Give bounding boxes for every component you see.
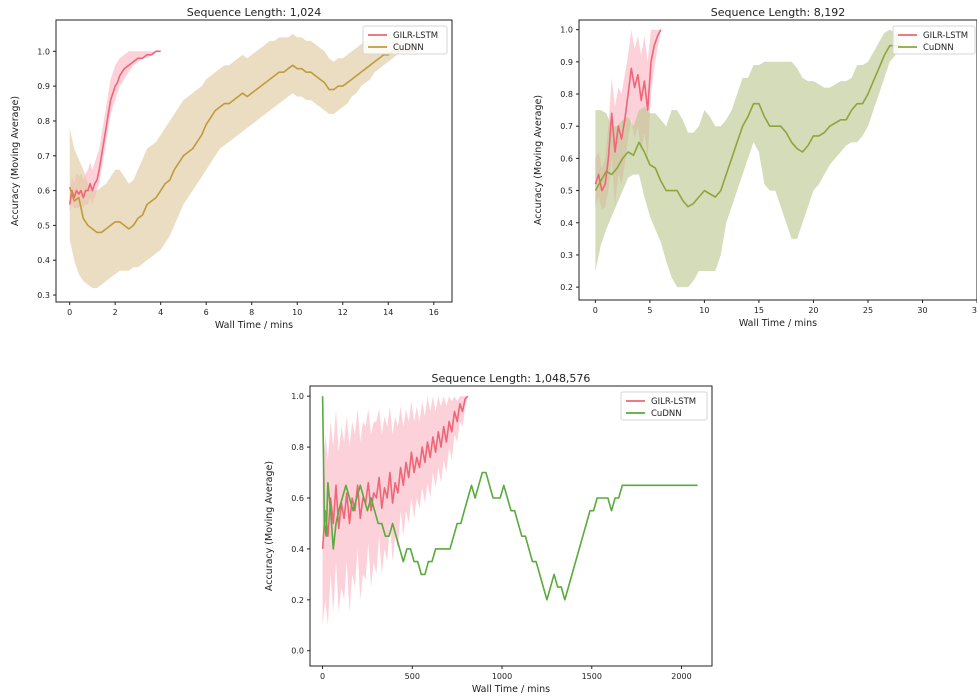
legend-label: CuDNN <box>923 43 954 53</box>
y-tick-label: 0.9 <box>37 82 50 91</box>
y-tick-label: 0.2 <box>291 596 304 605</box>
plot-frame <box>309 385 713 667</box>
plot-area <box>68 33 416 289</box>
y-axis-label: Accuracy (Moving Average) <box>10 96 21 226</box>
legend-label: GILR-LSTM <box>923 31 968 41</box>
chart-2: 0 5 10 15 20 25 30 35 0.2 0.3 0.4 0.5 0.6 0.7 0.8 0.9 1.… <box>533 6 977 329</box>
plot-frame <box>55 19 453 303</box>
x-tick-label: 35 <box>972 306 977 315</box>
series-line-gilr-lstm <box>321 395 469 549</box>
x-tick-label: 16 <box>429 308 439 317</box>
x-tick-label: 10 <box>699 306 709 315</box>
x-tick-label: 5 <box>647 306 652 315</box>
x-tick-label: 1000 <box>492 672 512 681</box>
y-tick-label: 0.7 <box>560 122 573 131</box>
x-tick-label: 0 <box>67 308 72 317</box>
y-tick-label: 0.8 <box>291 443 304 452</box>
legend-label: GILR-LSTM <box>393 31 438 41</box>
x-tick-label: 6 <box>204 308 209 317</box>
legend: GILR-LSTM CuDNN <box>362 25 448 55</box>
x-tick-label: 12 <box>338 308 348 317</box>
x-tick-label: 4 <box>158 308 163 317</box>
y-tick-label: 0.4 <box>37 256 50 265</box>
y-tick-label: 0.0 <box>291 647 304 656</box>
x-tick-label: 2 <box>113 308 118 317</box>
y-tick-label: 0.6 <box>37 187 50 196</box>
series-line-gilr-lstm <box>68 50 161 205</box>
x-tick-label: 2000 <box>671 672 691 681</box>
y-tick-label: 0.9 <box>560 58 573 67</box>
y-axis-label: Accuracy (Moving Average) <box>264 461 275 591</box>
y-tick-label: 1.0 <box>291 392 304 401</box>
y-tick-label: 0.3 <box>37 291 50 300</box>
confidence-band-cudnn <box>595 29 901 288</box>
confidence-band-gilr-lstm <box>69 51 161 212</box>
y-tick-label: 1.0 <box>37 47 50 56</box>
x-tick-label: 15 <box>754 306 764 315</box>
y-tick-label: 0.6 <box>291 494 304 503</box>
y-tick-label: 0.6 <box>560 154 573 163</box>
y-tick-label: 0.2 <box>560 283 573 292</box>
x-tick-label: 25 <box>863 306 873 315</box>
chart-title: Sequence Length: 1,048,576 <box>432 372 591 385</box>
plot-frame <box>578 19 977 301</box>
x-tick-label: 10 <box>292 308 302 317</box>
plot-area <box>321 395 698 626</box>
chart-1: 0 2 4 6 8 10 12 14 16 0.3 0.4 0.5 0.6 0.7 0.8 0.9 1.0 Seq… <box>10 6 453 331</box>
chart-title: Sequence Length: 1,024 <box>187 6 321 19</box>
y-tick-label: 0.5 <box>560 187 573 196</box>
x-tick-label: 0 <box>593 306 598 315</box>
x-axis-label: Wall Time / mins <box>739 318 817 329</box>
plot-area <box>594 29 901 288</box>
y-tick-label: 0.4 <box>560 219 573 228</box>
confidence-band-cudnn <box>69 33 416 289</box>
series-line-cudnn <box>594 44 901 208</box>
chart-title: Sequence Length: 8,192 <box>711 6 845 19</box>
y-axis-label: Accuracy (Moving Average) <box>533 95 544 225</box>
x-tick-label: 20 <box>808 306 818 315</box>
x-tick-label: 0 <box>320 672 325 681</box>
y-tick-label: 0.4 <box>291 545 304 554</box>
series-line-gilr-lstm <box>594 29 662 192</box>
legend-label: CuDNN <box>651 409 682 419</box>
x-tick-label: 14 <box>383 308 393 317</box>
y-tick-label: 0.7 <box>37 152 50 161</box>
y-tick-label: 0.3 <box>560 251 573 260</box>
y-tick-label: 0.8 <box>37 117 50 126</box>
legend: GILR-LSTM CuDNN <box>620 391 708 421</box>
series-line-cudnn <box>321 396 698 601</box>
chart-3: 0 500 1000 1500 2000 0.0 0.2 0.4 0.6 0.8 1.0 Sequen… <box>264 372 713 695</box>
series-line-cudnn <box>68 50 416 234</box>
x-tick-label: 500 <box>405 672 420 681</box>
y-tick-label: 1.0 <box>560 26 573 35</box>
legend: GILR-LSTM CuDNN <box>892 25 976 55</box>
x-axis-label: Wall Time / mins <box>472 684 550 695</box>
legend-label: GILR-LSTM <box>651 397 696 407</box>
x-tick-label: 30 <box>917 306 927 315</box>
legend-label: CuDNN <box>393 43 424 53</box>
y-tick-label: 0.5 <box>37 221 50 230</box>
x-axis-label: Wall Time / mins <box>215 320 293 331</box>
y-tick-label: 0.8 <box>560 90 573 99</box>
x-tick-label: 1500 <box>582 672 602 681</box>
confidence-band-gilr-lstm <box>322 396 468 626</box>
x-tick-label: 8 <box>249 308 254 317</box>
